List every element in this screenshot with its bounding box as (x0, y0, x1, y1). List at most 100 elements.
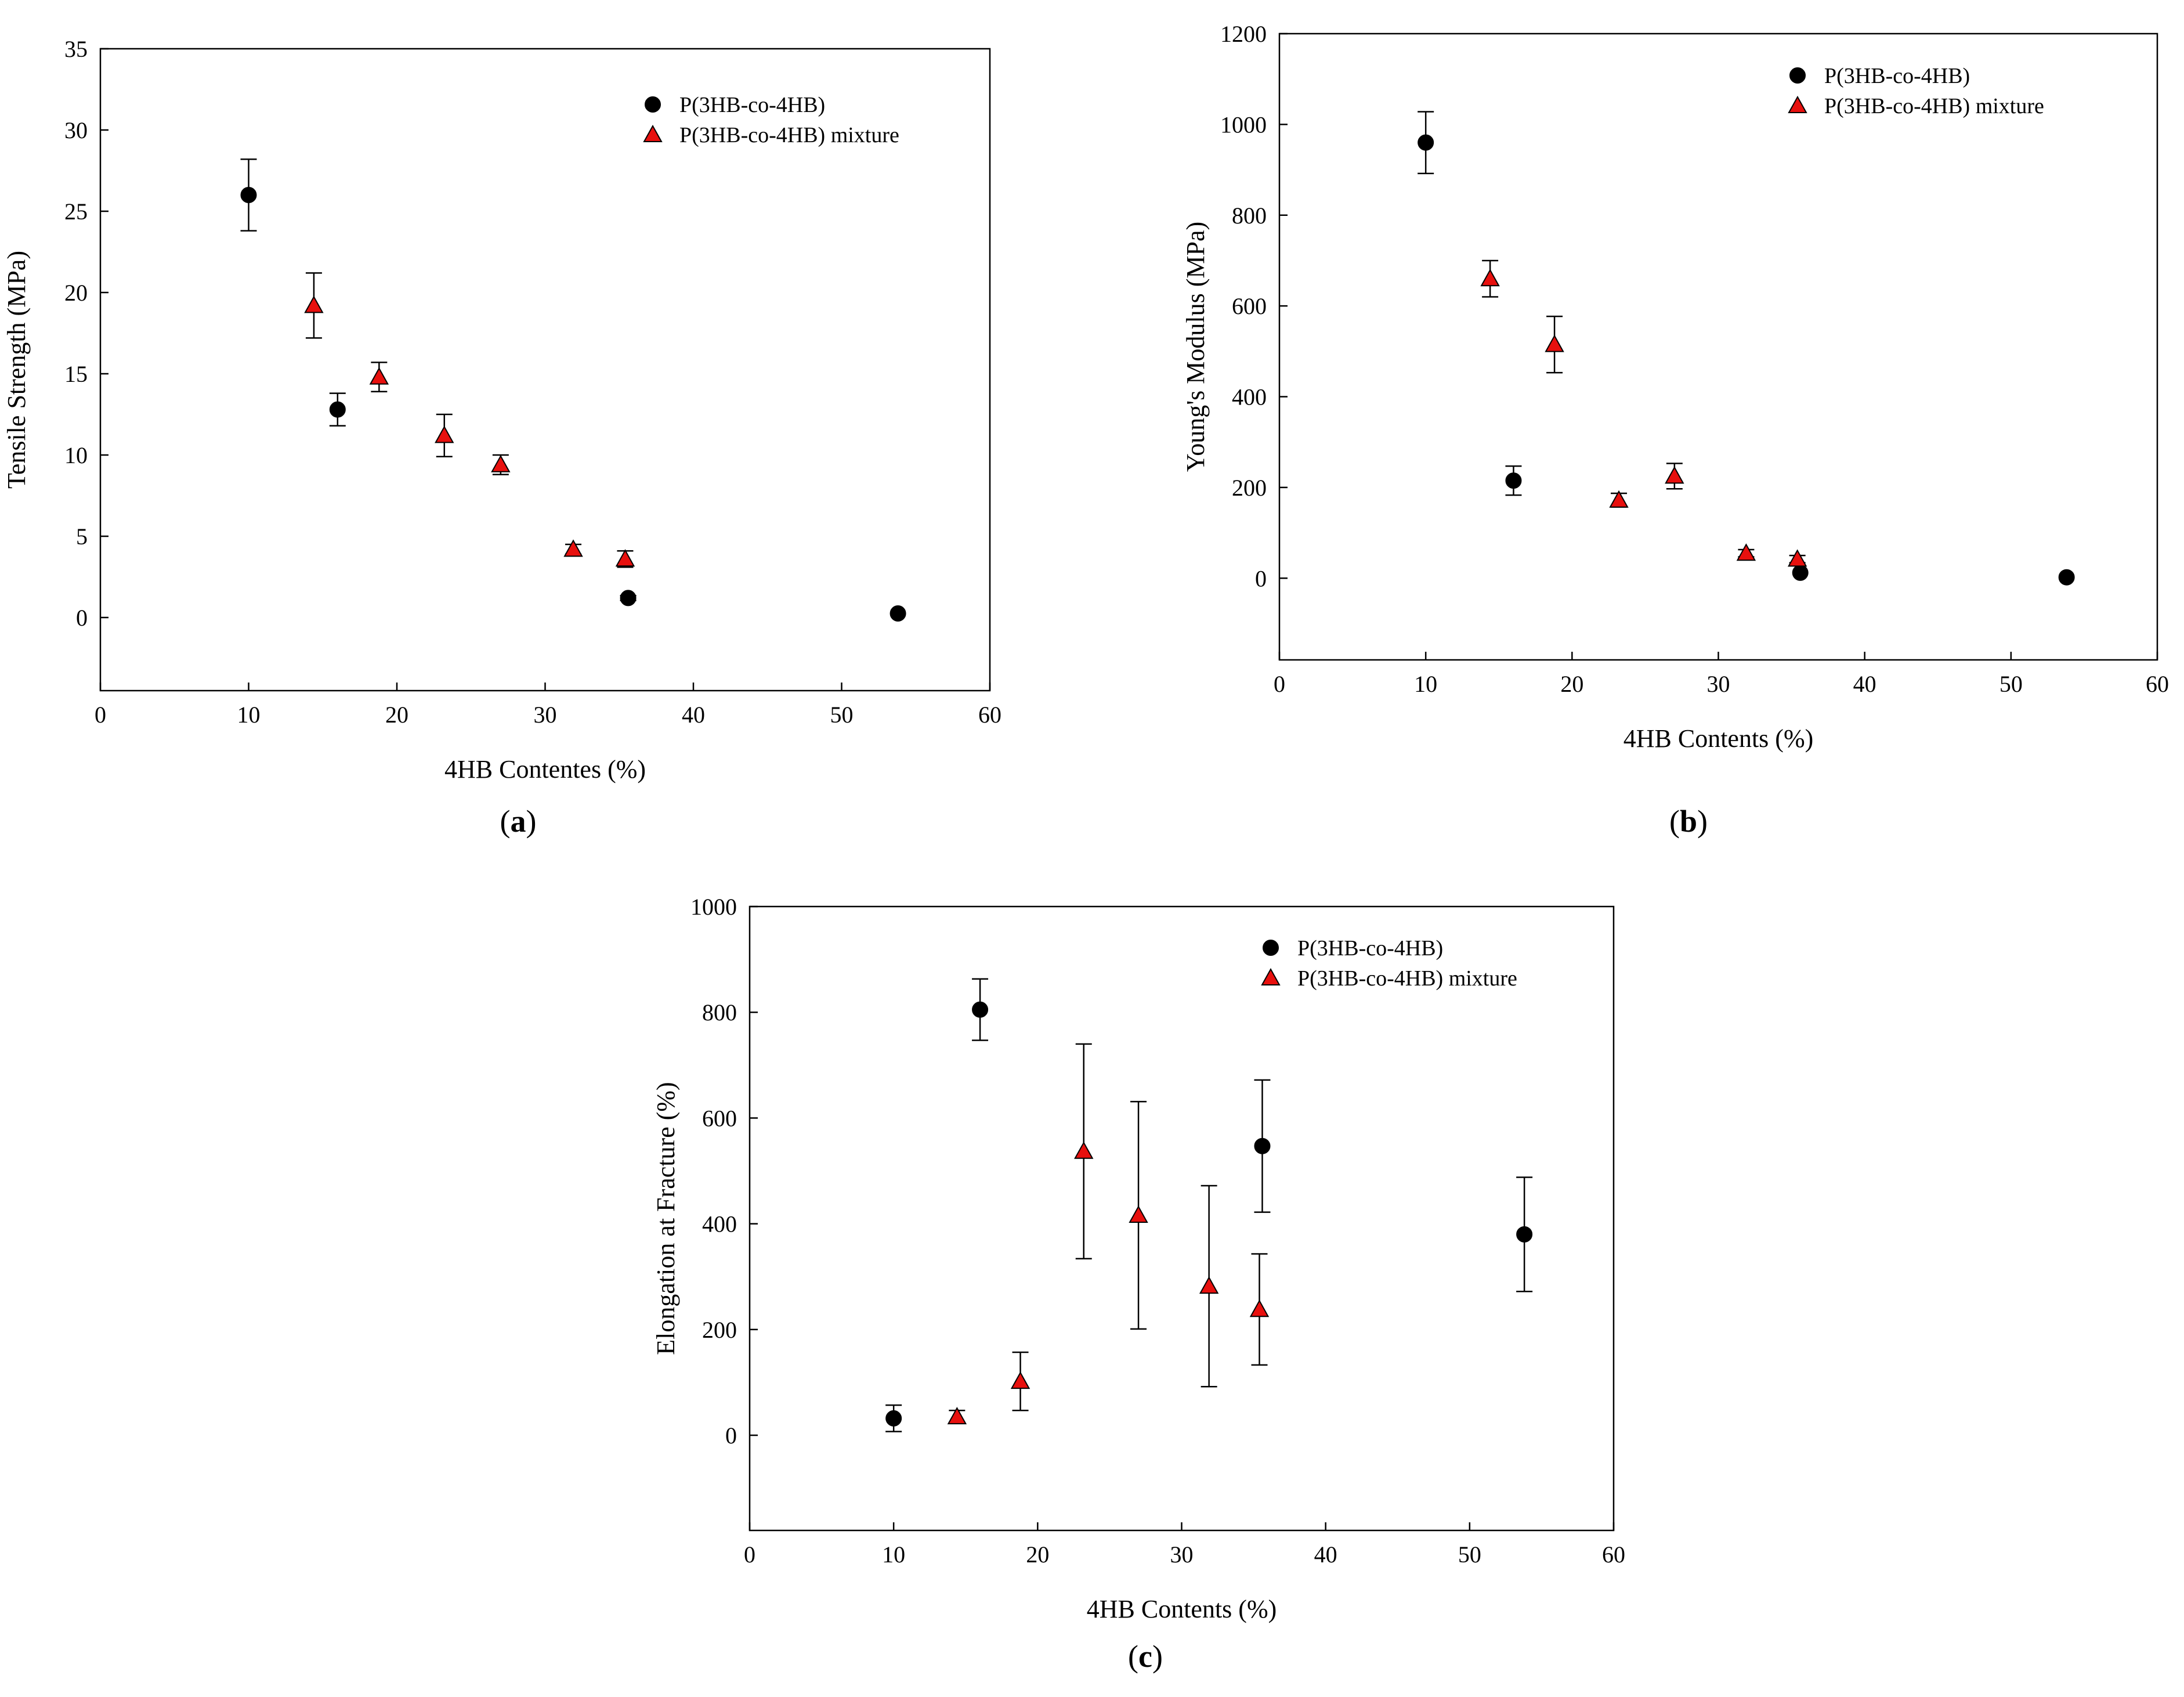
legend: P(3HB-co-4HB) P(3HB-co-4HB) mixture (1261, 936, 1517, 991)
data-point (563, 539, 583, 557)
y-tick-label: 1200 (1220, 21, 1267, 47)
x-tick-label: 10 (1414, 671, 1437, 697)
x-tick-label: 30 (534, 702, 557, 728)
plot-frame (1278, 33, 2158, 661)
x-axis-label: 4HB Contents (%) (1087, 1595, 1277, 1623)
x-tick-label: 60 (1602, 1541, 1625, 1568)
y-tick-label: 800 (1232, 203, 1267, 229)
y-axis-label: Elongation at Fracture (%) (652, 1082, 680, 1355)
legend-label: P(3HB-co-4HB) mixture (1297, 966, 1517, 991)
y-tick-label: 15 (64, 361, 88, 387)
x-axis-label: 4HB Contentes (%) (444, 755, 646, 783)
legend: P(3HB-co-4HB) P(3HB-co-4HB) mixture (643, 93, 899, 147)
data-point (1199, 1276, 1219, 1294)
data-point (1074, 1141, 1094, 1159)
y-tick-label: 0 (725, 1422, 737, 1449)
data-point (1736, 543, 1756, 561)
legend-marker (645, 96, 661, 113)
x-tick-label: 20 (385, 702, 408, 728)
data-point (972, 1001, 989, 1018)
series-copolymer (885, 978, 1533, 1432)
y-axis-label: Tensile Strength (MPa) (2, 251, 31, 489)
x-tick-label: 10 (237, 702, 261, 728)
data-point (889, 605, 906, 622)
data-point (1129, 1205, 1148, 1223)
x-tick-label: 30 (1170, 1541, 1194, 1568)
data-point (369, 367, 389, 385)
y-tick-label: 400 (702, 1211, 737, 1237)
data-point (1505, 472, 1522, 489)
data-point (615, 549, 635, 567)
x-tick-label: 40 (1314, 1541, 1337, 1568)
legend: P(3HB-co-4HB) P(3HB-co-4HB) mixture (1788, 64, 2044, 118)
legend-marker (1788, 95, 1807, 113)
y-tick-label: 5 (76, 523, 88, 550)
legend-marker (1263, 940, 1279, 956)
x-tick-label: 50 (1458, 1541, 1481, 1568)
panel-label: (b) (1669, 804, 1708, 839)
y-tick-label: 1000 (690, 894, 737, 920)
x-tick-label: 40 (1853, 671, 1876, 697)
data-point (1254, 1138, 1271, 1154)
data-point (947, 1407, 967, 1425)
x-tick-label: 0 (95, 702, 106, 728)
y-tick-label: 20 (64, 280, 88, 306)
data-point (620, 590, 637, 606)
x-tick-label: 20 (1560, 671, 1583, 697)
data-point (1418, 134, 1434, 151)
x-tick-label: 50 (830, 702, 854, 728)
data-point (1609, 490, 1629, 508)
plot-frame (749, 905, 1615, 1532)
x-tick-label: 60 (978, 702, 1001, 728)
series-copolymer (1418, 111, 2075, 586)
y-tick-label: 25 (64, 198, 88, 225)
x-tick-label: 60 (2146, 671, 2169, 697)
data-point (885, 1410, 902, 1427)
x-tick-label: 20 (1026, 1541, 1049, 1568)
data-point (1665, 466, 1684, 484)
x-tick-label: 50 (1999, 671, 2023, 697)
y-tick-label: 600 (1232, 293, 1267, 319)
panel-label: (c) (1128, 1639, 1163, 1674)
x-tick-label: 0 (744, 1541, 755, 1568)
y-tick-label: 30 (64, 117, 88, 143)
panel-label: (a) (500, 804, 537, 839)
data-point (1480, 269, 1500, 287)
legend-label: P(3HB-co-4HB) (1824, 64, 1970, 88)
data-point (304, 295, 324, 313)
legend-marker (1789, 67, 1806, 84)
data-point (1787, 549, 1807, 567)
data-point (240, 187, 257, 203)
y-tick-label: 200 (1232, 475, 1267, 501)
x-tick-label: 10 (882, 1541, 905, 1568)
y-tick-label: 800 (702, 999, 737, 1026)
x-tick-label: 0 (1274, 671, 1285, 697)
series-mixture (1480, 259, 1807, 567)
data-point (491, 454, 511, 472)
legend-label: P(3HB-co-4HB) (679, 93, 825, 117)
y-tick-label: 400 (1232, 384, 1267, 410)
y-tick-label: 1000 (1220, 111, 1267, 138)
x-tick-label: 40 (682, 702, 705, 728)
data-point (1010, 1371, 1030, 1389)
data-point (435, 425, 454, 443)
data-point (1516, 1226, 1533, 1243)
data-point (1545, 334, 1564, 352)
series-mixture (304, 272, 635, 568)
legend-marker (1261, 967, 1281, 985)
legend-marker (643, 124, 663, 142)
y-tick-label: 10 (64, 442, 88, 468)
legend-label: P(3HB-co-4HB) mixture (679, 123, 899, 147)
y-tick-label: 0 (76, 605, 88, 631)
data-point (329, 401, 346, 418)
y-tick-label: 600 (702, 1105, 737, 1131)
y-tick-label: 200 (702, 1317, 737, 1343)
series-copolymer (240, 158, 906, 622)
data-point (1792, 564, 1809, 581)
x-tick-label: 30 (1707, 671, 1730, 697)
y-tick-label: 35 (64, 36, 88, 62)
data-point (2058, 569, 2075, 586)
